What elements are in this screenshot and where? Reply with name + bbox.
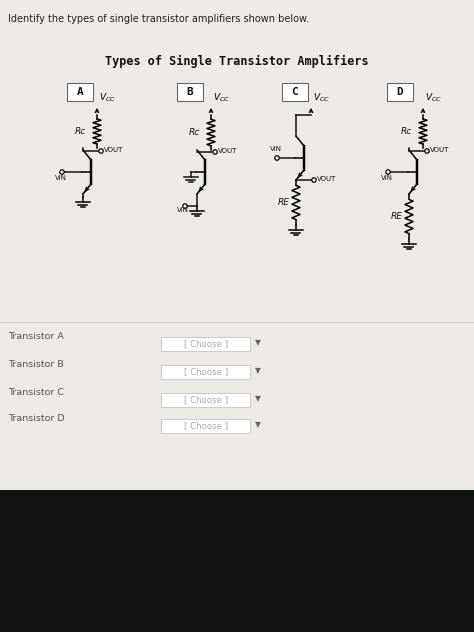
Text: [ Choose ]: [ Choose ] [184, 421, 228, 430]
Text: B: B [187, 87, 193, 97]
Text: VIN: VIN [381, 175, 393, 181]
Text: $V_{CC}$: $V_{CC}$ [425, 92, 442, 104]
Text: ▼: ▼ [255, 394, 261, 403]
Text: Transistor B: Transistor B [8, 360, 64, 369]
Circle shape [99, 149, 103, 153]
Text: ▼: ▼ [255, 367, 261, 375]
Text: $V_{CC}$: $V_{CC}$ [99, 92, 116, 104]
Circle shape [386, 170, 390, 174]
FancyBboxPatch shape [387, 83, 413, 101]
FancyBboxPatch shape [0, 490, 474, 632]
FancyBboxPatch shape [177, 83, 203, 101]
Circle shape [312, 178, 316, 182]
Circle shape [425, 149, 429, 153]
Circle shape [60, 170, 64, 174]
FancyBboxPatch shape [282, 83, 308, 101]
Text: ▼: ▼ [255, 339, 261, 348]
Text: $V_{CC}$: $V_{CC}$ [313, 92, 330, 104]
Text: VOUT: VOUT [104, 147, 123, 153]
Text: [ Choose ]: [ Choose ] [184, 395, 228, 404]
Text: Rc: Rc [401, 127, 412, 136]
Text: Transistor D: Transistor D [8, 414, 64, 423]
Text: A: A [77, 87, 83, 97]
FancyBboxPatch shape [162, 392, 250, 406]
Text: [ Choose ]: [ Choose ] [184, 367, 228, 376]
FancyBboxPatch shape [67, 83, 93, 101]
Text: VOUT: VOUT [317, 176, 337, 182]
Text: D: D [397, 87, 403, 97]
FancyBboxPatch shape [0, 0, 474, 490]
FancyBboxPatch shape [162, 418, 250, 432]
Text: Types of Single Transistor Amplifiers: Types of Single Transistor Amplifiers [105, 55, 369, 68]
Circle shape [213, 150, 217, 154]
Text: VIN: VIN [177, 207, 189, 213]
Text: Rc: Rc [75, 127, 86, 136]
Text: Transistor C: Transistor C [8, 388, 64, 397]
Text: VIN: VIN [55, 175, 67, 181]
Circle shape [183, 204, 187, 208]
Text: VOUT: VOUT [430, 147, 449, 153]
Text: Identify the types of single transistor amplifiers shown below.: Identify the types of single transistor … [8, 14, 309, 24]
Text: [ Choose ]: [ Choose ] [184, 339, 228, 348]
Text: RE: RE [278, 198, 290, 207]
Text: Transistor A: Transistor A [8, 332, 64, 341]
Text: $V_{CC}$: $V_{CC}$ [213, 92, 230, 104]
Text: ▼: ▼ [255, 420, 261, 430]
Circle shape [275, 156, 279, 160]
Text: C: C [292, 87, 298, 97]
FancyBboxPatch shape [162, 336, 250, 351]
Text: Rc: Rc [189, 128, 200, 137]
Text: VIN: VIN [270, 146, 282, 152]
Text: RE: RE [391, 212, 403, 221]
FancyBboxPatch shape [162, 365, 250, 379]
Text: VOUT: VOUT [218, 148, 237, 154]
